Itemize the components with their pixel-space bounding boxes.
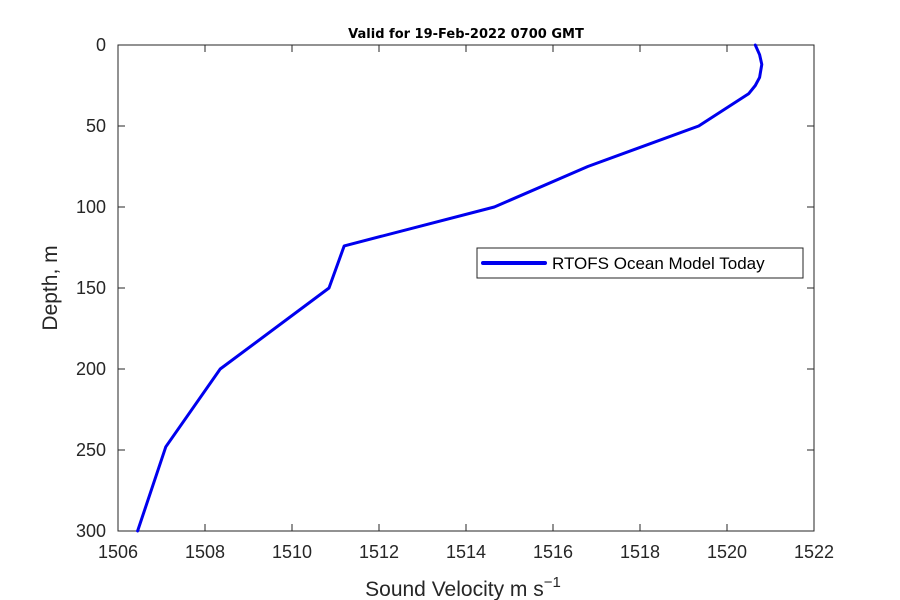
series-line-rtofs — [136, 43, 764, 533]
x-tick-label: 1516 — [533, 542, 573, 562]
x-axis-title: Sound Velocity m s−1 — [365, 574, 561, 600]
y-axis-title: Depth, m — [39, 245, 62, 330]
axis-tick-labels: 1506 1508 1510 1512 1514 1516 1518 1520 1522 0 50 1… — [76, 35, 834, 562]
y-tick-label: 50 — [86, 116, 106, 136]
legend-label: RTOFS Ocean Model Today — [552, 254, 765, 273]
x-tick-label: 1508 — [185, 542, 225, 562]
y-tick-label: 0 — [96, 35, 106, 55]
y-tick-label: 300 — [76, 521, 106, 541]
series-group — [136, 43, 764, 533]
y-tick-label: 250 — [76, 440, 106, 460]
y-tick-label: 200 — [76, 359, 106, 379]
axis-ticks — [117, 44, 815, 532]
x-tick-label: 1510 — [272, 542, 312, 562]
x-tick-label: 1518 — [620, 542, 660, 562]
legend: RTOFS Ocean Model Today — [476, 247, 804, 279]
x-tick-label: 1520 — [707, 542, 747, 562]
y-tick-label: 150 — [76, 278, 106, 298]
y-tick-label: 100 — [76, 197, 106, 217]
x-tick-label: 1514 — [446, 542, 486, 562]
x-tick-label: 1506 — [98, 542, 138, 562]
chart-title: Valid for 19-Feb-2022 0700 GMT — [348, 27, 584, 42]
x-tick-label: 1512 — [359, 542, 399, 562]
x-tick-label: 1522 — [794, 542, 834, 562]
